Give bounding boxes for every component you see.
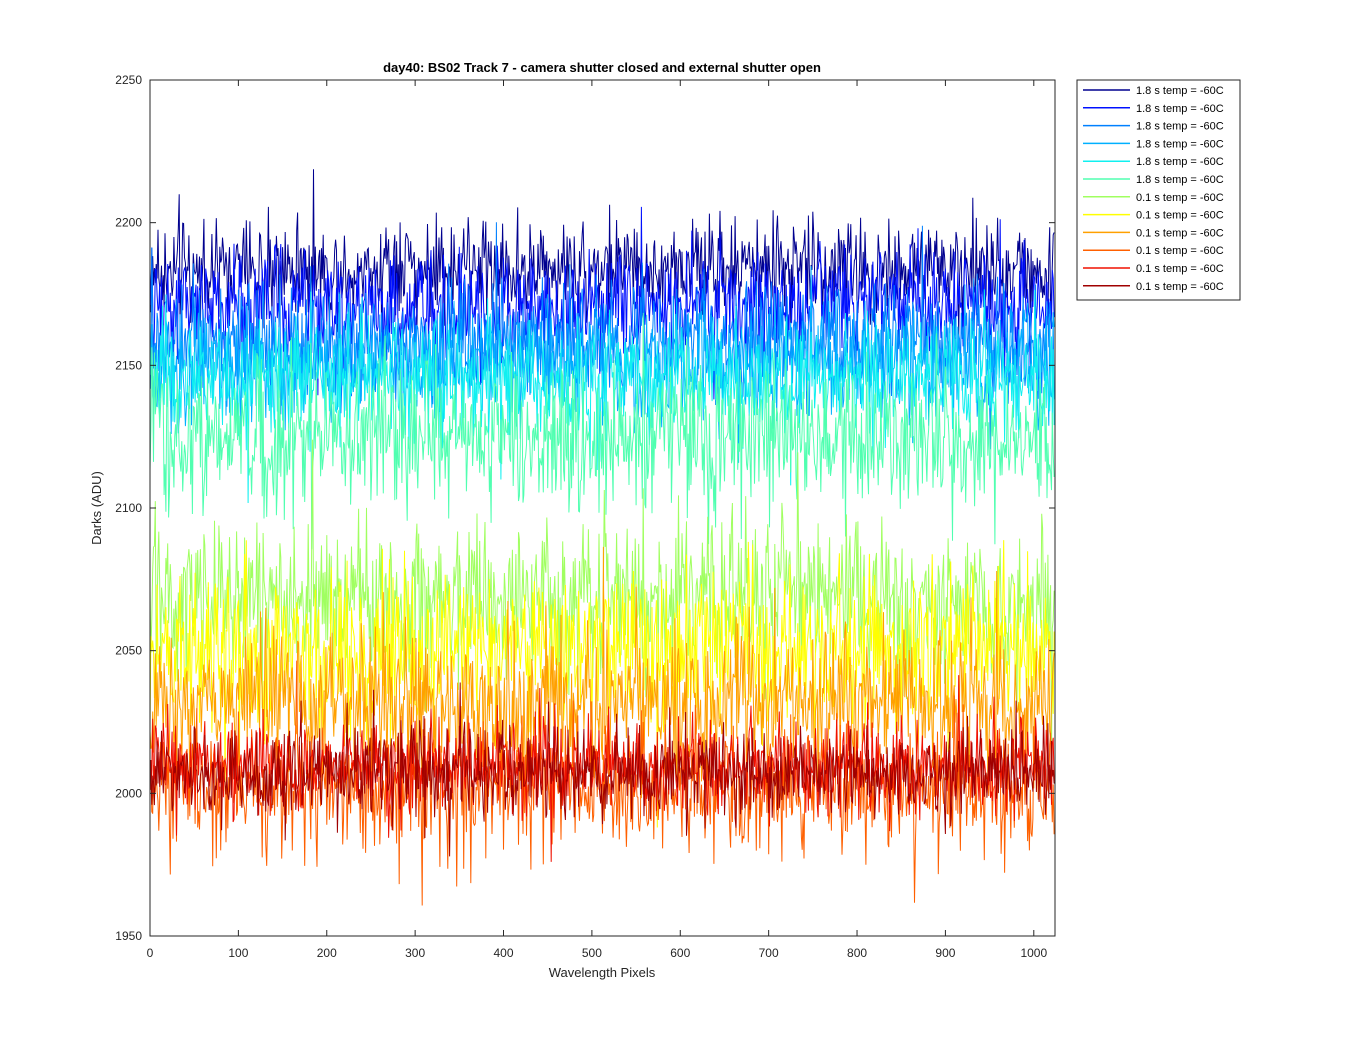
y-tick-label: 1950 <box>115 929 142 943</box>
series-line-6 <box>149 312 1055 550</box>
x-tick-label: 600 <box>670 946 690 960</box>
x-tick-label: 0 <box>147 946 154 960</box>
x-tick-label: 800 <box>847 946 867 960</box>
legend-entry: 1.8 s temp = -60C <box>1136 138 1224 150</box>
ticks-layer: 0 100 200 300 400 500 600 700 800 900 1000 1950 2000… <box>115 73 1055 960</box>
y-tick-label: 2000 <box>115 786 142 800</box>
y-tick-label: 2050 <box>115 644 142 658</box>
series-line-5 <box>149 289 1055 504</box>
legend-entry: 1.8 s temp = -60C <box>1136 174 1224 186</box>
x-tick-label: 300 <box>405 946 425 960</box>
x-tick-label: 900 <box>935 946 955 960</box>
x-tick-label: 200 <box>317 946 337 960</box>
x-tick-label: 400 <box>494 946 514 960</box>
series-line-1 <box>149 169 1055 338</box>
series-line-9 <box>149 546 1055 829</box>
series-line-11 <box>149 675 1055 862</box>
y-tick-label: 2100 <box>115 501 142 515</box>
legend-entry: 0.1 s temp = -60C <box>1136 245 1224 257</box>
series-line-2 <box>149 206 1055 400</box>
x-tick-label: 1000 <box>1020 946 1047 960</box>
x-tick-label: 100 <box>228 946 248 960</box>
legend-entry: 0.1 s temp = -60C <box>1136 263 1224 275</box>
legend-box <box>1076 79 1241 301</box>
legend-entry: 1.8 s temp = -60C <box>1136 103 1224 115</box>
series-line-12 <box>149 682 1055 857</box>
y-tick-label: 2200 <box>115 216 142 230</box>
x-tick-label: 700 <box>759 946 779 960</box>
x-axis-label: Wavelength Pixels <box>549 965 656 980</box>
plot-frame <box>149 79 1056 937</box>
legend-entry: 1.8 s temp = -60C <box>1136 121 1224 133</box>
y-tick-label: 2250 <box>115 73 142 87</box>
y-axis-label: Darks (ADU) <box>89 471 104 545</box>
legend: 1.8 s temp = -60C 1.8 s temp = -60C 1.8 s … <box>1076 79 1241 301</box>
series-layer <box>149 169 1055 906</box>
legend-entry: 0.1 s temp = -60C <box>1136 192 1224 204</box>
chart-title: day40: BS02 Track 7 - camera shutter clo… <box>383 60 821 75</box>
legend-entry: 1.8 s temp = -60C <box>1136 85 1224 97</box>
legend-entry: 0.1 s temp = -60C <box>1136 281 1224 293</box>
x-tick-label: 500 <box>582 946 602 960</box>
legend-entry: 0.1 s temp = -60C <box>1136 227 1224 239</box>
legend-entry: 1.8 s temp = -60C <box>1136 156 1224 168</box>
legend-entry: 0.1 s temp = -60C <box>1136 210 1224 222</box>
y-tick-label: 2150 <box>115 358 142 372</box>
